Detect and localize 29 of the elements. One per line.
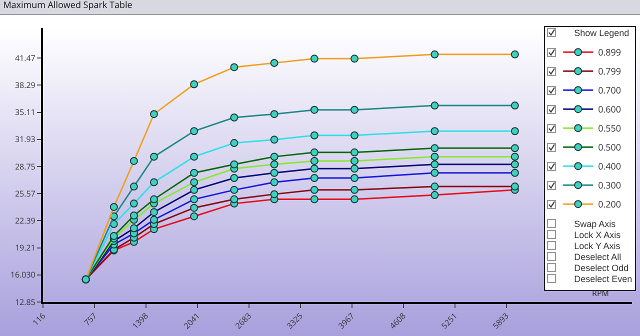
annotation: Lock X Axis [574,230,621,241]
legend-label: 0.550 [598,122,622,135]
x-tick-label: 116 [30,310,48,328]
y-tick-label: 31.93 [14,134,36,146]
annotation: Deselect Odd [574,262,629,274]
legend-label: 0.300 [598,178,622,192]
legend-label: 0.600 [598,102,622,116]
annotation: Lock Y Axis [574,240,620,252]
annotation: Swap Axis [574,218,616,230]
y-tick-label: 25.57 [14,188,36,200]
y-tick-label: 28.75 [14,161,36,172]
y-tick-label: 35.11 [14,107,36,118]
y-tick-label: 12.85 [14,296,36,308]
y-tick-label: 19.21 [14,242,36,254]
chart-title: Maximum Allowed Spark Table [3,0,132,11]
legend-label: 0.500 [598,140,622,154]
legend-label: 0.899 [598,46,622,59]
annotation: Show Legend [574,28,630,39]
y-tick-label: 38.29 [14,80,36,91]
legend-label: 0.700 [598,84,622,97]
y-tick-label: 41.47 [14,52,36,64]
x-tick-label: 757 [82,310,100,328]
legend-label: 0.400 [598,160,622,173]
legend-label: 0.200 [598,198,622,211]
legend-label: 0.799 [598,64,622,78]
annotation: Deselect Even [574,274,632,285]
annotation: Deselect All [574,252,622,263]
y-tick-label: 22.39 [14,215,36,226]
y-tick-label: 16.030 [10,270,36,281]
